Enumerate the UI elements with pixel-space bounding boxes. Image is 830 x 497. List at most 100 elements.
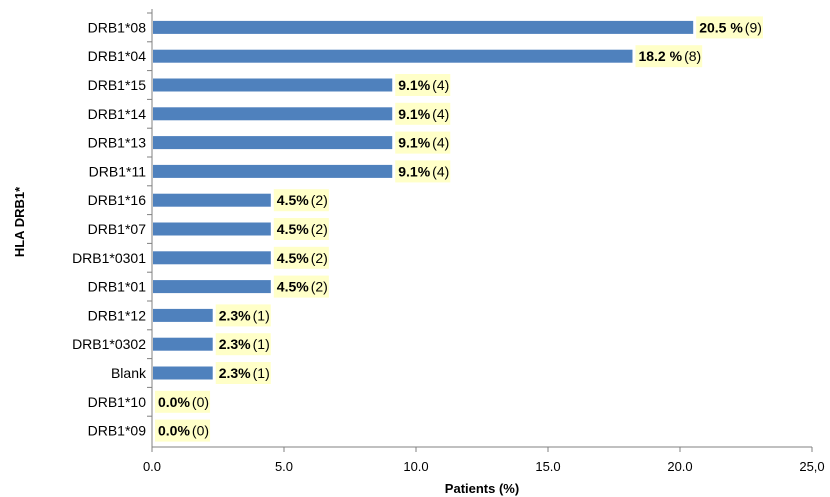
data-label-count: (2) [311,250,328,266]
bar [153,308,213,322]
data-label: 4.5% (2) [277,250,328,266]
labels-layer: 0.0 5.0 10.0 15.0 20.0 25,0 DRB1*08 20.5 % (9) DR… [72,16,825,474]
data-label-count: (1) [253,336,270,352]
bar [153,164,393,178]
data-label-bg [696,16,763,39]
category-label: DRB1*09 [88,423,147,439]
data-label-percent: 4.5% [277,279,309,295]
x-tick-label: 0.0 [143,459,161,474]
data-label: 9.1% (4) [398,106,449,122]
bar [153,136,393,150]
data-label: 20.5 % (9) [699,19,762,35]
data-label-bg [273,218,329,240]
data-label-percent: 9.1% [398,163,430,179]
data-label-count: (1) [253,307,270,323]
category-label: DRB1*07 [88,221,147,237]
category-label: DRB1*16 [88,192,147,208]
x-tick-label: 25,0 [799,459,824,474]
data-label-percent: 4.5% [277,250,309,266]
bar [153,366,213,380]
data-label-bg [273,246,329,269]
data-label-count: (0) [192,423,209,439]
bar [153,20,694,34]
data-label-bg [215,333,271,356]
data-label-count: (4) [432,135,449,151]
data-label-bg [273,275,329,298]
category-label: DRB1*14 [88,106,147,122]
category-label: DRB1*15 [88,77,147,93]
category-label: DRB1*04 [88,48,147,64]
data-label-bg [155,419,211,442]
bar [153,107,393,121]
data-label-count: (9) [745,19,762,35]
data-label-count: (8) [684,48,701,64]
data-label-count: (4) [432,106,449,122]
data-label-count: (4) [432,163,449,179]
data-label-bg [395,131,451,154]
data-label-percent: 2.3% [219,336,251,352]
data-label: 9.1% (4) [398,135,449,151]
bar [153,78,393,92]
bar [153,49,633,63]
bars-layer [153,20,694,380]
data-label-percent: 2.3% [219,365,251,381]
data-label: 2.3% (1) [219,365,270,381]
data-label-bg [215,304,271,327]
data-label-bg [155,390,211,413]
data-label-percent: 9.1% [398,77,430,93]
category-label: DRB1*13 [88,135,147,151]
bar [153,280,271,294]
data-label-count: (4) [432,77,449,93]
data-label-count: (1) [253,365,270,381]
category-label: DRB1*12 [88,307,147,323]
data-label-percent: 0.0% [158,394,190,410]
category-label: DRB1*08 [88,19,147,35]
data-label: 0.0% (0) [158,423,209,439]
data-label-bg [395,102,451,125]
data-label-percent: 4.5% [277,221,309,237]
data-label-count: (2) [311,279,328,295]
data-label-percent: 20.5 % [699,19,743,35]
data-label-count: (0) [192,394,209,410]
bar [153,193,271,207]
x-axis-title: Patients (%) [445,481,519,496]
data-label-percent: 4.5% [277,192,309,208]
data-label-bg [215,362,271,384]
x-tick-label: 5.0 [275,459,293,474]
category-label: Blank [111,365,147,381]
category-label: DRB1*01 [88,279,147,295]
data-label: 9.1% (4) [398,77,449,93]
data-label: 4.5% (2) [277,192,328,208]
data-label: 18.2 % (8) [638,48,701,64]
x-tick-label: 15.0 [535,459,560,474]
bar [153,222,271,236]
data-label-bg [395,160,451,183]
data-label-percent: 9.1% [398,135,430,151]
x-tick-label: 10.0 [403,459,428,474]
category-label: DRB1*11 [89,163,147,179]
y-axis-title: HLA DRB1* [12,186,27,257]
data-label-bg [395,74,451,96]
data-label-count: (2) [311,192,328,208]
data-label: 4.5% (2) [277,279,328,295]
category-label: DRB1*10 [88,394,147,410]
data-label-bg [273,189,329,212]
category-label: DRB1*0301 [72,250,146,266]
bar [153,251,271,265]
data-label-count: (2) [311,221,328,237]
data-label-percent: 18.2 % [638,48,682,64]
data-label: 9.1% (4) [398,163,449,179]
data-label: 2.3% (1) [219,336,270,352]
data-label-bg [635,45,703,68]
data-label-percent: 0.0% [158,423,190,439]
data-label: 2.3% (1) [219,307,270,323]
data-label-percent: 9.1% [398,106,430,122]
bar [153,337,213,351]
data-label: 4.5% (2) [277,221,328,237]
data-label: 0.0% (0) [158,394,209,410]
x-tick-label: 20.0 [667,459,692,474]
axes-layer [147,9,813,452]
data-label-percent: 2.3% [219,307,251,323]
category-label: DRB1*0302 [72,336,146,352]
